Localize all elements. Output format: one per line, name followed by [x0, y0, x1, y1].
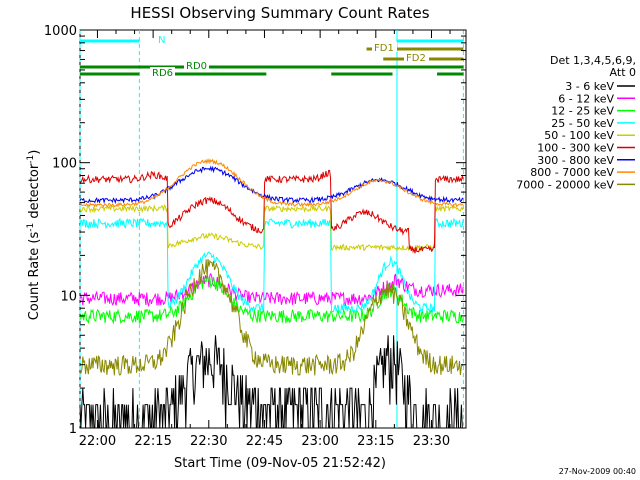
y-axis-ticks: 1 10 100 1000 [44, 24, 466, 437]
legend-label: 100 - 300 keV [537, 142, 614, 155]
series-line-7 [79, 157, 464, 208]
x-tick-label: 22:00 [79, 434, 116, 449]
legend-label: 7000 - 20000 keV [516, 178, 614, 191]
flag-label-rd0: RD0 [186, 61, 207, 72]
legend-label: 12 - 25 keV [551, 105, 614, 118]
legend-label: 6 - 12 keV [558, 92, 614, 105]
flag-label-bg [372, 42, 397, 52]
legend-label: 800 - 7000 keV [530, 166, 614, 179]
y-axis-label-main: Count Rate (s [27, 232, 42, 321]
legend-label: 50 - 100 keV [544, 129, 614, 142]
series-line-8 [79, 258, 464, 376]
series-line-4 [79, 204, 464, 252]
y-axis-label-sup1: -1 [26, 223, 36, 232]
x-tick-label: 23:30 [413, 434, 450, 449]
flag-bars: N FD1 FD2 RD0 RD6 [80, 34, 464, 79]
series-line-5 [79, 169, 464, 254]
flag-label-bg [156, 34, 167, 44]
series-line-1 [79, 272, 464, 308]
flag-label-bg [184, 60, 209, 70]
series-line-2 [79, 274, 464, 325]
flag-label-bg [404, 52, 429, 62]
flag-label-fd2: FD2 [406, 53, 426, 64]
series-line-3 [79, 217, 464, 315]
footer-timestamp: 27-Nov-2009 00:40 [559, 467, 636, 476]
legend-label: 3 - 6 keV [565, 80, 614, 93]
plot-area [79, 29, 467, 429]
y-axis-label-sup2: -1 [26, 155, 36, 164]
series-line-6 [79, 165, 464, 205]
legend-header-line2: Att 0 [610, 66, 636, 79]
y-axis-label-end: ) [27, 150, 42, 155]
series-group [79, 157, 464, 429]
legend-header-line1: Det 1,3,4,5,6,9, [550, 54, 636, 67]
x-tick-label: 22:30 [190, 434, 227, 449]
y-axis-label-mid: detector [27, 163, 42, 223]
flag-label-fd1: FD1 [374, 43, 394, 54]
y-tick-label: 10 [60, 289, 77, 304]
series-line-0 [79, 335, 464, 429]
x-tick-label: 23:15 [357, 434, 394, 449]
flag-label-n: N [158, 35, 165, 46]
y-tick-label: 1 [69, 422, 77, 437]
chart-title: HESSI Observing Summary Count Rates [130, 4, 429, 22]
y-axis-label: Count Rate (s-1 detector-1) [26, 150, 42, 321]
flag-label-rd6: RD6 [152, 68, 173, 79]
x-tick-label: 22:15 [134, 434, 171, 449]
x-axis-ticks: 22:00 22:15 22:30 22:45 23:00 23:15 23:30 [79, 30, 451, 449]
y-tick-label: 1000 [44, 24, 77, 39]
flag-label-bg [150, 67, 175, 77]
legend-label: 300 - 800 keV [537, 154, 614, 167]
x-tick-label: 23:00 [301, 434, 338, 449]
x-axis-label: Start Time (09-Nov-05 21:52:42) [174, 456, 386, 471]
y-tick-label: 100 [52, 157, 77, 172]
legend-label: 25 - 50 keV [551, 117, 614, 130]
x-tick-label: 22:45 [246, 434, 283, 449]
